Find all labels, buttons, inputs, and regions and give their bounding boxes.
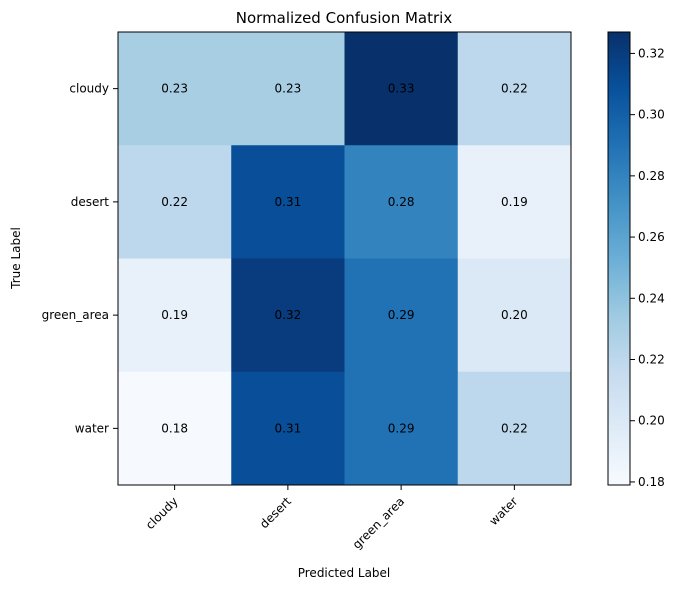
- y-tick-label: green_area: [42, 308, 109, 322]
- cell-value-label: 0.20: [501, 308, 528, 322]
- heatmap-cell: [118, 145, 232, 259]
- colorbar-frame: [607, 31, 631, 486]
- heatmap-cell: [344, 258, 459, 373]
- cell-value-label: 0.29: [388, 421, 415, 435]
- colorbar-tick-label: 0.26: [638, 230, 665, 244]
- x-tick-label: water: [486, 494, 520, 528]
- heatmap-cell: [457, 258, 572, 373]
- cell-value-label: 0.29: [388, 308, 415, 322]
- heatmap-cell: [118, 32, 232, 146]
- x-tick-label: desert: [257, 494, 294, 531]
- plot-frame: [117, 31, 572, 486]
- colorbar-tick-label: 0.32: [638, 46, 665, 60]
- heatmap-cell: [344, 371, 459, 486]
- cell-value-label: 0.31: [275, 421, 302, 435]
- cell-value-label: 0.31: [275, 195, 302, 209]
- colorbar-tick-label: 0.22: [638, 353, 665, 367]
- cell-value-label: 0.22: [501, 421, 528, 435]
- y-axis-label: True Label: [9, 227, 23, 290]
- colorbar-tick-label: 0.20: [638, 414, 665, 428]
- heatmap-cell: [118, 258, 232, 373]
- colorbar-tick-label: 0.18: [638, 475, 665, 489]
- heatmap-cell: [457, 32, 572, 146]
- heatmap-cell: [231, 32, 345, 146]
- heatmap-cell: [118, 371, 232, 486]
- cell-value-label: 0.22: [161, 195, 188, 209]
- colorbar: [608, 32, 630, 485]
- heatmap-cell: [231, 145, 345, 259]
- colorbar-tick-label: 0.28: [638, 169, 665, 183]
- heatmap-cell: [231, 371, 345, 486]
- cell-value-label: 0.28: [388, 195, 415, 209]
- y-tick-label: desert: [71, 195, 110, 209]
- cell-value-label: 0.33: [388, 82, 415, 96]
- colorbar-tick-label: 0.24: [638, 291, 665, 305]
- heatmap-cell: [344, 145, 459, 259]
- chart-title: Normalized Confusion Matrix: [236, 9, 453, 27]
- y-tick-label: cloudy: [69, 82, 109, 96]
- x-axis-ticks: cloudy desert green_area water: [143, 485, 521, 552]
- heatmap-cells: 0.23 0.23 0.33 0.22 0.22 0.31 0.28 0.19 0.19 0.32…: [118, 32, 572, 486]
- y-tick-label: water: [75, 421, 109, 435]
- x-tick-label: green_area: [350, 494, 408, 552]
- heatmap-cell: [457, 145, 572, 259]
- cell-value-label: 0.18: [161, 421, 188, 435]
- cell-value-label: 0.32: [275, 308, 302, 322]
- cell-value-label: 0.19: [161, 308, 188, 322]
- heatmap-cell: [457, 371, 572, 486]
- cell-value-label: 0.19: [501, 195, 528, 209]
- heatmap-cell: [231, 258, 345, 373]
- x-tick-label: cloudy: [143, 494, 181, 532]
- cell-value-label: 0.23: [161, 82, 188, 96]
- colorbar-ticks: 0.18 0.20 0.22 0.24 0.26 0.28 0.30 0.32: [630, 46, 665, 489]
- x-axis-label: Predicted Label: [298, 566, 391, 580]
- colorbar-tick-label: 0.30: [638, 108, 665, 122]
- heatmap-cell: [344, 32, 459, 146]
- cell-value-label: 0.23: [275, 82, 302, 96]
- cell-value-label: 0.22: [501, 82, 528, 96]
